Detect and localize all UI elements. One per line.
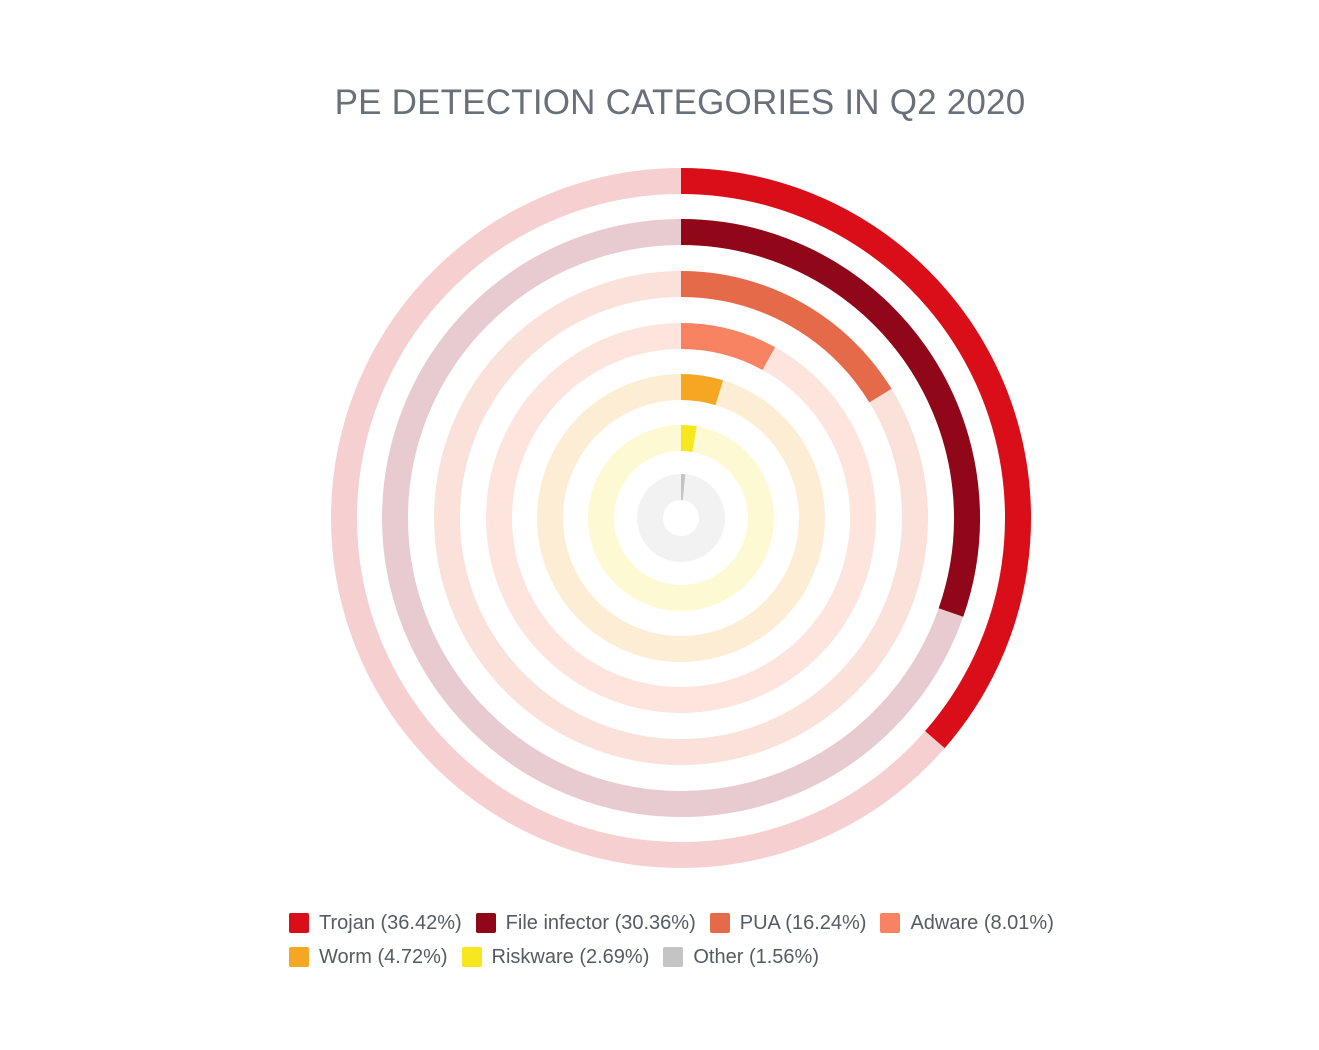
bar-trojan — [680, 168, 1031, 749]
track-riskware — [588, 425, 774, 611]
bar-file-infector — [680, 219, 980, 617]
legend-label: Adware (8.01%) — [910, 911, 1054, 934]
bar-adware — [680, 323, 776, 371]
legend-swatch — [663, 947, 684, 967]
legend-row: Worm (4.72%) Riskware (2.69%) Other (1.56%… — [289, 940, 1109, 974]
legend-item: Worm (4.72%) — [289, 946, 448, 969]
legend-item: Trojan (36.42%) — [289, 912, 462, 935]
legend-swatch — [461, 947, 482, 967]
legend-item: Riskware (2.69%) — [461, 945, 650, 969]
legend-label: Other (1.56%) — [693, 945, 819, 968]
legend-label: Riskware (2.69%) — [491, 945, 650, 968]
chart-legend: Trojan (36.42%) File infector (30.36%) PUA… — [289, 906, 1109, 974]
legend-row: Trojan (36.42%) File infector (30.36%) PUA… — [289, 906, 1109, 940]
legend-label: Worm (4.72%) — [319, 945, 448, 968]
legend-label: Trojan (36.42%) — [319, 911, 462, 934]
legend-label: PUA (16.24%) — [739, 911, 867, 934]
legend-label: File infector (30.36%) — [505, 911, 696, 934]
legend-swatch — [475, 913, 496, 933]
chart-title: PE DETECTION CATEGORIES IN Q2 2020 — [334, 83, 1026, 122]
bar-riskware — [680, 425, 697, 452]
legend-swatch — [289, 913, 309, 933]
bar-pua — [680, 271, 892, 403]
legend-item: Other (1.56%) — [663, 946, 819, 969]
legend-item: File infector (30.36%) — [475, 911, 696, 935]
legend-item: Adware (8.01%) — [880, 911, 1054, 935]
legend-swatch — [709, 913, 730, 933]
legend-swatch — [880, 913, 901, 933]
legend-item: PUA (16.24%) — [709, 911, 867, 935]
legend-swatch — [289, 947, 309, 967]
bar-worm — [680, 374, 724, 406]
